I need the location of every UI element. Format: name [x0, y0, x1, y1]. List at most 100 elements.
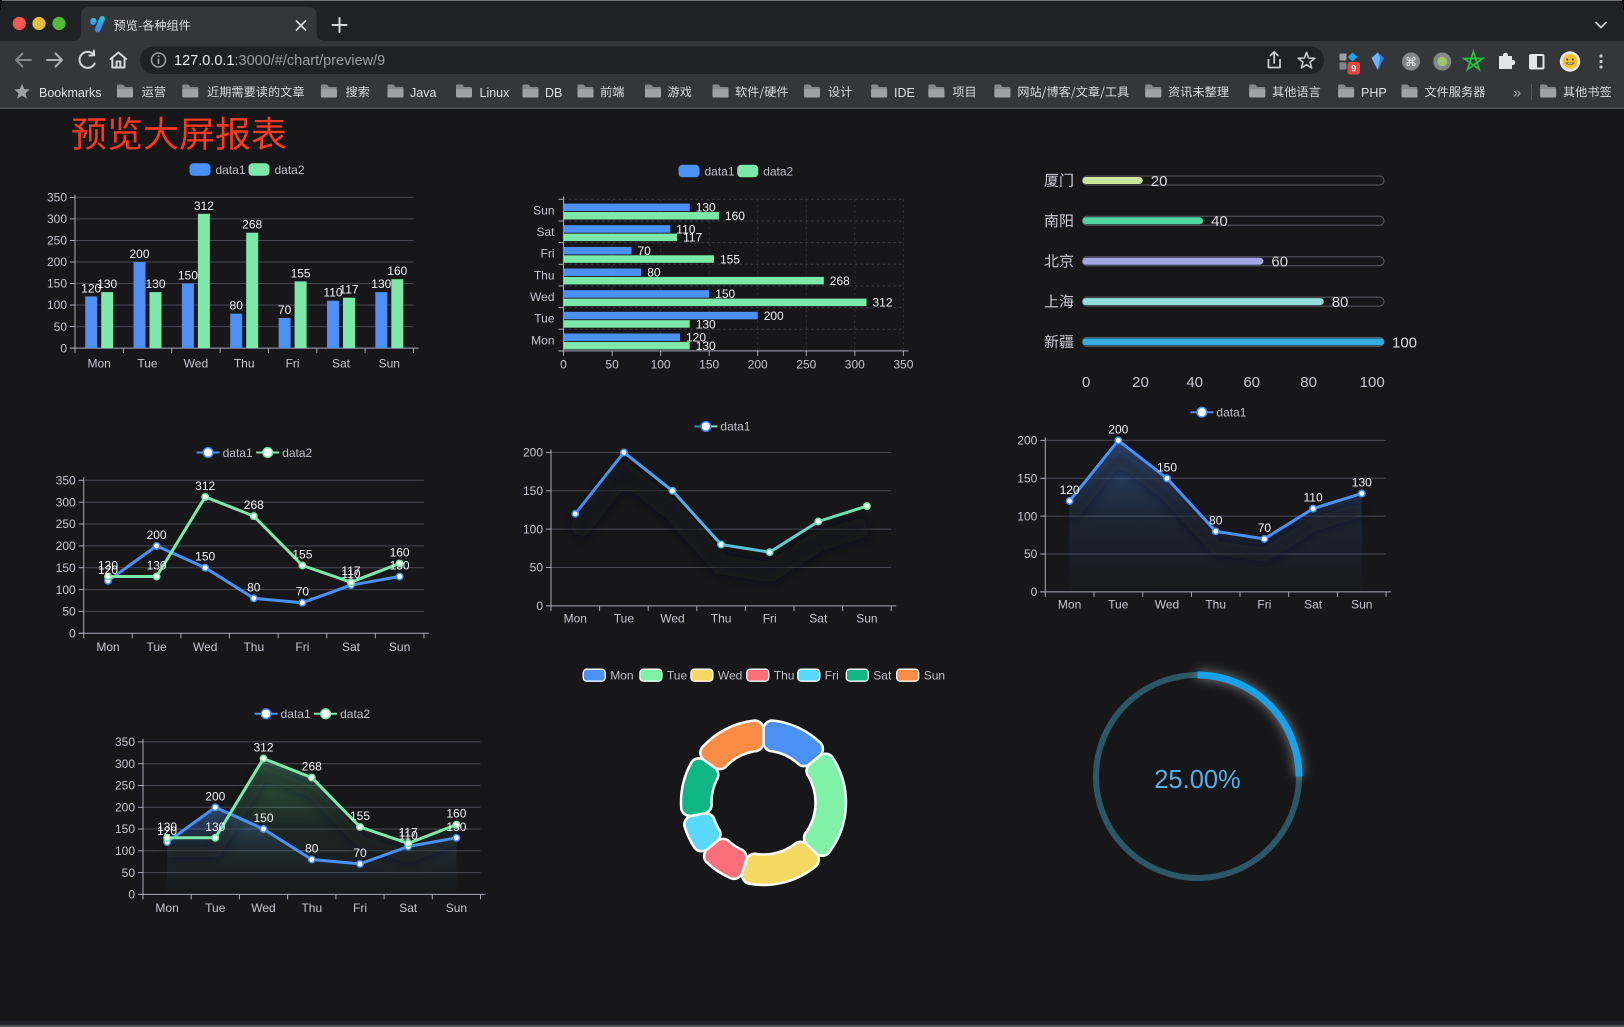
- svg-text:312: 312: [873, 296, 893, 310]
- svg-text:130: 130: [157, 820, 177, 834]
- svg-text:150: 150: [253, 811, 273, 825]
- svg-text:70: 70: [638, 244, 652, 258]
- svg-text:155: 155: [350, 809, 370, 823]
- svg-text:Sat: Sat: [1304, 597, 1323, 611]
- svg-text:70: 70: [1258, 521, 1272, 535]
- svg-text:Sun: Sun: [533, 203, 554, 217]
- svg-text:50: 50: [54, 320, 68, 334]
- svg-text:350: 350: [893, 357, 913, 371]
- svg-text:Tue: Tue: [146, 640, 167, 654]
- svg-text:155: 155: [292, 548, 312, 562]
- svg-text:40: 40: [1186, 374, 1203, 391]
- svg-text:150: 150: [1157, 460, 1177, 474]
- svg-text:200: 200: [205, 789, 225, 803]
- svg-text:250: 250: [56, 517, 76, 531]
- svg-text:data1: data1: [281, 707, 311, 721]
- svg-text:Tue: Tue: [137, 356, 158, 370]
- svg-text:Wed: Wed: [1155, 597, 1179, 611]
- svg-text:300: 300: [56, 495, 76, 509]
- svg-text:Sat: Sat: [332, 356, 351, 370]
- svg-text:100: 100: [115, 844, 135, 858]
- svg-text:350: 350: [115, 735, 135, 749]
- svg-text:100: 100: [47, 298, 67, 312]
- svg-text:80: 80: [247, 580, 261, 594]
- svg-text:250: 250: [115, 779, 135, 793]
- svg-text:Java: Java: [410, 86, 436, 100]
- svg-text:data2: data2: [340, 707, 370, 721]
- svg-text:Tue: Tue: [205, 901, 226, 915]
- svg-text:Bookmarks: Bookmarks: [39, 86, 102, 100]
- svg-text:80: 80: [230, 299, 244, 313]
- svg-text:117: 117: [683, 231, 702, 245]
- svg-text:Linux: Linux: [480, 86, 511, 100]
- svg-text:9: 9: [1351, 64, 1356, 74]
- svg-text:100: 100: [56, 583, 76, 597]
- svg-text:150: 150: [195, 550, 215, 564]
- svg-text:200: 200: [129, 247, 149, 261]
- svg-text:50: 50: [122, 866, 136, 880]
- svg-text:150: 150: [115, 822, 135, 836]
- svg-text:300: 300: [115, 757, 135, 771]
- svg-text:110: 110: [399, 829, 418, 843]
- svg-text:»: »: [1513, 85, 1521, 102]
- svg-text:130: 130: [371, 277, 391, 291]
- svg-text:130: 130: [446, 820, 466, 834]
- svg-text:0: 0: [128, 888, 135, 902]
- svg-text:Thu: Thu: [534, 268, 555, 282]
- svg-text:117: 117: [341, 564, 360, 578]
- svg-text:127.0.0.1:3000/#/chart/preview: 127.0.0.1:3000/#/chart/preview/9: [174, 53, 385, 69]
- svg-text:110: 110: [676, 222, 695, 236]
- svg-text:200: 200: [147, 528, 167, 542]
- svg-text:data1: data1: [720, 420, 750, 434]
- svg-text:268: 268: [302, 760, 322, 774]
- svg-text:160: 160: [390, 545, 410, 559]
- svg-text:150: 150: [1017, 472, 1037, 486]
- svg-text:200: 200: [764, 309, 784, 323]
- svg-text:0: 0: [536, 599, 543, 613]
- svg-text:200: 200: [47, 255, 67, 269]
- svg-text:60: 60: [1243, 374, 1260, 391]
- svg-text:Sun: Sun: [379, 356, 400, 370]
- svg-text:data1: data1: [223, 446, 253, 460]
- svg-text:200: 200: [748, 357, 768, 371]
- svg-text:350: 350: [47, 191, 67, 205]
- svg-text:80: 80: [1300, 374, 1317, 391]
- svg-text:data1: data1: [1216, 406, 1246, 420]
- svg-text:Fri: Fri: [353, 901, 367, 915]
- svg-text:130: 130: [205, 820, 225, 834]
- svg-text:110: 110: [341, 567, 360, 581]
- svg-text:⌘: ⌘: [1405, 55, 1417, 69]
- svg-text:268: 268: [830, 274, 850, 288]
- svg-text:Thu: Thu: [234, 356, 255, 370]
- svg-text:data1: data1: [705, 164, 735, 178]
- svg-text:110: 110: [323, 286, 342, 300]
- svg-text:Thu: Thu: [711, 611, 732, 625]
- svg-text:200: 200: [1108, 422, 1128, 436]
- svg-text:50: 50: [605, 357, 619, 371]
- svg-text:0: 0: [1082, 374, 1090, 391]
- svg-text:Fri: Fri: [541, 247, 555, 261]
- svg-text:0: 0: [560, 357, 567, 371]
- svg-text:155: 155: [291, 266, 311, 280]
- svg-text:Fri: Fri: [286, 356, 300, 370]
- svg-text:Sat: Sat: [342, 640, 361, 654]
- svg-text:20: 20: [1151, 173, 1168, 190]
- svg-text:50: 50: [530, 561, 544, 575]
- svg-text:25.00%: 25.00%: [1154, 766, 1241, 794]
- svg-text:Mon: Mon: [531, 333, 554, 347]
- svg-text:0: 0: [1031, 585, 1038, 599]
- svg-text:80: 80: [647, 266, 661, 280]
- svg-text:Tue: Tue: [1108, 597, 1129, 611]
- svg-text:Mon: Mon: [1058, 597, 1081, 611]
- svg-text:Sat: Sat: [809, 611, 828, 625]
- svg-text:Sun: Sun: [389, 640, 410, 654]
- svg-text:160: 160: [725, 209, 745, 223]
- svg-text:20: 20: [1132, 374, 1149, 391]
- svg-text:Wed: Wed: [251, 901, 275, 915]
- svg-text:300: 300: [47, 212, 67, 226]
- svg-text:150: 150: [523, 484, 543, 498]
- svg-text:Fri: Fri: [1257, 597, 1271, 611]
- svg-text:120: 120: [1060, 483, 1080, 497]
- svg-text:300: 300: [845, 357, 865, 371]
- svg-text:Sat: Sat: [873, 669, 892, 683]
